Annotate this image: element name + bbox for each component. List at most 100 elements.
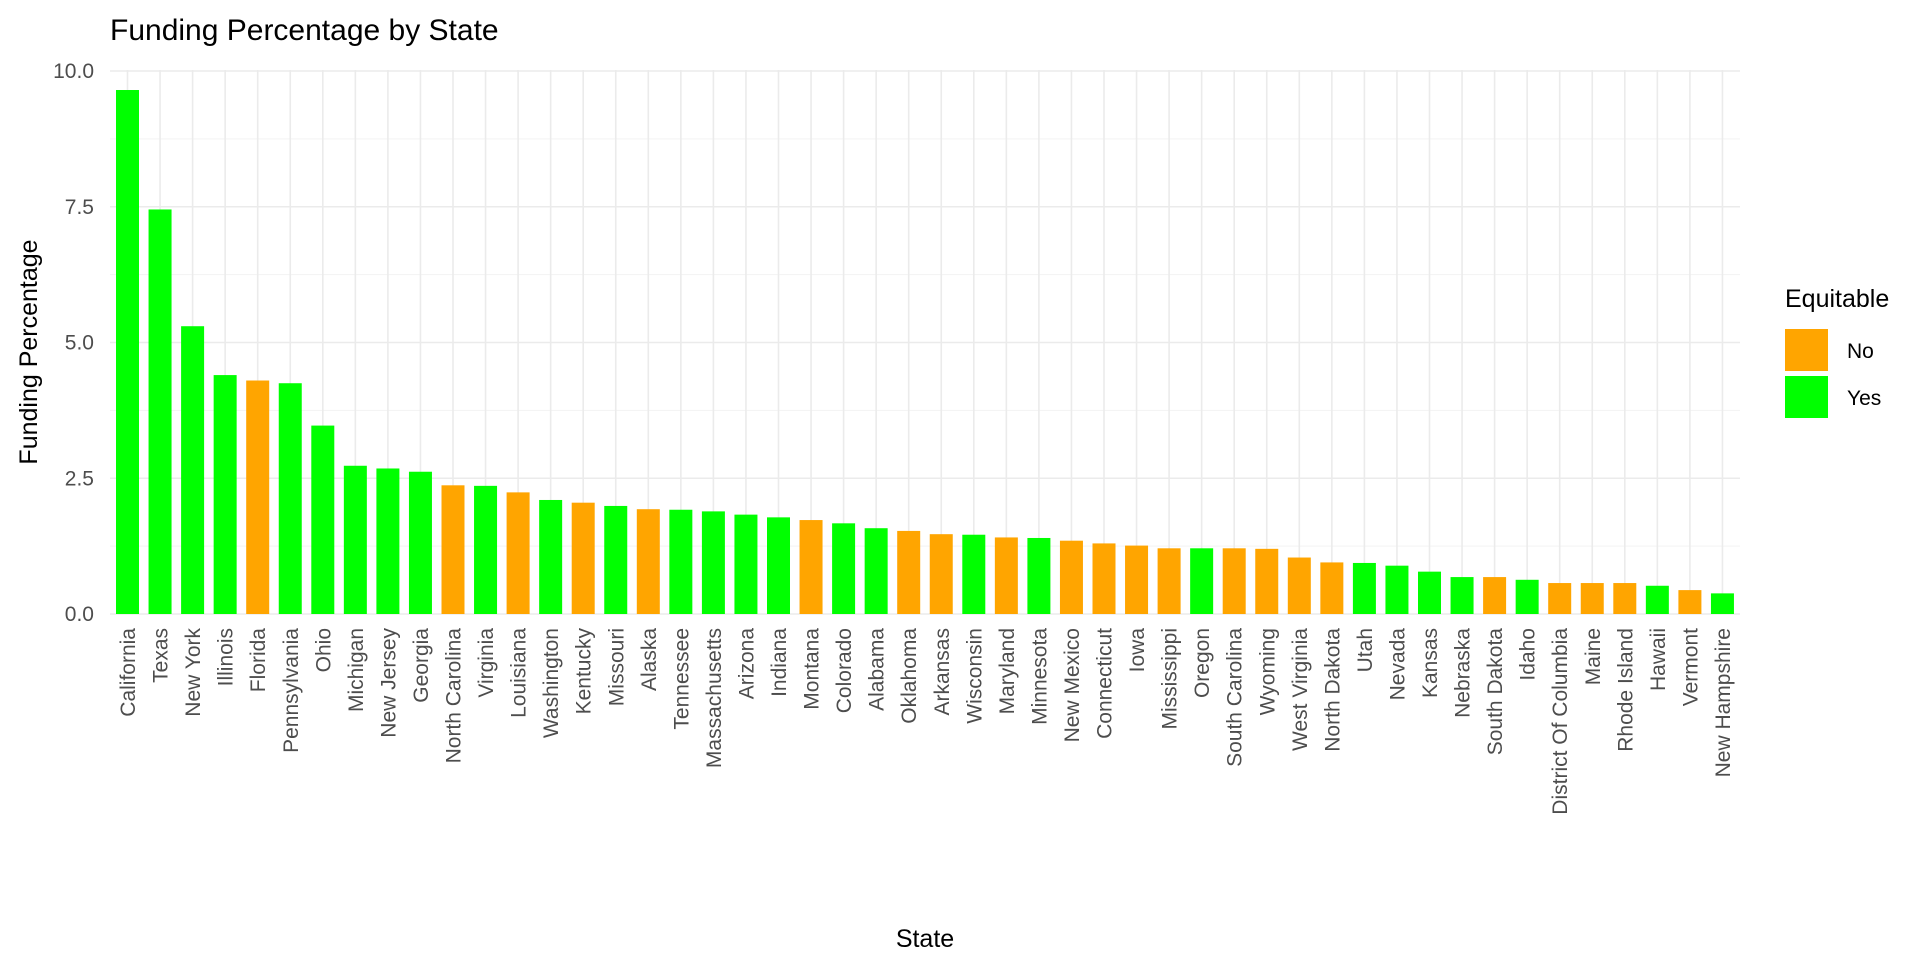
bar-new-mexico xyxy=(1059,540,1083,614)
bar-montana xyxy=(799,520,823,614)
bar-new-york xyxy=(181,326,205,614)
x-tick-label: Vermont xyxy=(1679,628,1702,706)
x-tick-label: Ohio xyxy=(312,628,335,672)
bar-indiana xyxy=(767,517,790,614)
x-tick-label: Kansas xyxy=(1419,628,1442,698)
bar-california xyxy=(116,90,139,614)
bar-colorado xyxy=(832,523,856,614)
x-tick-label: Maine xyxy=(1582,628,1605,685)
x-tick-label: Alabama xyxy=(866,628,889,711)
bar-wyoming xyxy=(1255,548,1279,614)
bar-vermont xyxy=(1678,590,1702,614)
x-tick-label: South Carolina xyxy=(1224,628,1247,767)
bar-idaho xyxy=(1515,579,1539,614)
x-tick-label: Illinois xyxy=(215,628,238,686)
x-tick-label: Indiana xyxy=(768,628,791,697)
x-tick-label: Alaska xyxy=(638,628,661,691)
bar-north-dakota xyxy=(1320,562,1344,614)
x-tick-label: Wisconsin xyxy=(963,628,986,724)
x-tick-label: Rhode Island xyxy=(1614,628,1637,752)
x-tick-label: Arizona xyxy=(735,628,758,700)
x-tick-label: Utah xyxy=(1354,628,1377,672)
x-tick-label: Missouri xyxy=(605,628,628,706)
bar-kansas xyxy=(1418,571,1441,614)
legend-key-yes xyxy=(1785,376,1828,418)
bar-south-dakota xyxy=(1483,577,1507,614)
x-axis-title: State xyxy=(896,925,954,953)
x-tick-label: North Dakota xyxy=(1321,628,1344,752)
bar-north-carolina xyxy=(441,485,465,614)
bar-iowa xyxy=(1125,545,1149,614)
x-tick-label: Georgia xyxy=(410,628,433,703)
x-axis-ticks: California Texas New York Illinois Florida Pe… xyxy=(117,628,1735,815)
x-tick-label: Arkansas xyxy=(931,628,954,716)
bar-new-hampshire xyxy=(1710,593,1734,614)
x-tick-label: Tennessee xyxy=(670,628,693,730)
legend-title: Equitable xyxy=(1785,285,1889,313)
x-tick-label: Virginia xyxy=(475,628,498,698)
y-axis-title: Funding Percentage xyxy=(15,239,43,464)
bar-missouri xyxy=(604,505,628,614)
x-tick-label: Florida xyxy=(247,628,270,693)
legend-key-no xyxy=(1785,329,1828,371)
bars xyxy=(116,90,1734,614)
x-tick-label: New Jersey xyxy=(377,628,400,738)
x-tick-label: Wyoming xyxy=(1256,628,1279,715)
bar-utah xyxy=(1352,562,1376,614)
x-tick-label: Texas xyxy=(150,628,173,683)
y-tick-label: 7.5 xyxy=(65,196,94,219)
x-tick-label: Oklahoma xyxy=(898,628,921,724)
legend: Equitable No Yes xyxy=(1785,285,1889,418)
x-tick-label: Kentucky xyxy=(573,628,596,715)
bar-massachusetts xyxy=(701,511,725,614)
x-tick-label: Louisiana xyxy=(508,628,531,718)
y-tick-label: 10.0 xyxy=(53,60,94,83)
x-tick-label: Maryland xyxy=(996,628,1019,714)
bar-alaska xyxy=(636,509,660,614)
x-tick-label: Nebraska xyxy=(1452,628,1475,718)
bar-kentucky xyxy=(571,502,595,614)
x-tick-label: Washington xyxy=(540,628,563,738)
bar-louisiana xyxy=(506,492,530,614)
x-tick-label: Michigan xyxy=(345,628,368,712)
bar-rhode-island xyxy=(1613,583,1637,614)
x-tick-label: South Dakota xyxy=(1484,628,1507,756)
bar-oregon xyxy=(1190,548,1214,614)
bar-west-virginia xyxy=(1287,557,1311,614)
bar-arizona xyxy=(734,514,758,614)
x-tick-label: Nevada xyxy=(1386,628,1409,701)
x-tick-label: Pennsylvania xyxy=(280,628,303,753)
bar-florida xyxy=(246,380,270,614)
bar-washington xyxy=(539,499,563,614)
x-tick-label: Iowa xyxy=(1126,628,1149,673)
bar-illinois xyxy=(213,375,237,614)
x-tick-label: Idaho xyxy=(1517,628,1540,681)
x-tick-label: Minnesota xyxy=(1028,628,1051,725)
bar-alabama xyxy=(864,528,888,614)
bar-maryland xyxy=(994,537,1018,614)
x-tick-label: Connecticut xyxy=(1094,628,1117,739)
x-tick-label: New Hampshire xyxy=(1712,628,1735,777)
x-tick-label: California xyxy=(117,628,140,717)
bar-virginia xyxy=(474,485,498,614)
y-tick-label: 5.0 xyxy=(65,332,94,355)
bar-maine xyxy=(1580,583,1604,614)
bar-new-jersey xyxy=(376,468,400,614)
x-tick-label: Hawaii xyxy=(1647,628,1670,691)
bar-oklahoma xyxy=(897,530,921,614)
legend-label-yes: Yes xyxy=(1847,387,1881,410)
chart-title: Funding Percentage by State xyxy=(110,14,499,47)
bar-minnesota xyxy=(1027,537,1051,614)
bar-connecticut xyxy=(1092,543,1116,614)
bar-wisconsin xyxy=(962,534,986,614)
x-tick-label: Montana xyxy=(801,628,824,710)
bar-ohio xyxy=(311,425,335,614)
bar-district-of-columbia xyxy=(1548,583,1572,614)
y-tick-label: 0.0 xyxy=(65,603,94,626)
bar-nebraska xyxy=(1450,577,1474,614)
x-tick-label: District Of Columbia xyxy=(1549,628,1572,815)
y-tick-label: 2.5 xyxy=(65,467,94,490)
x-tick-label: Massachusetts xyxy=(703,628,726,768)
bar-georgia xyxy=(408,471,432,614)
